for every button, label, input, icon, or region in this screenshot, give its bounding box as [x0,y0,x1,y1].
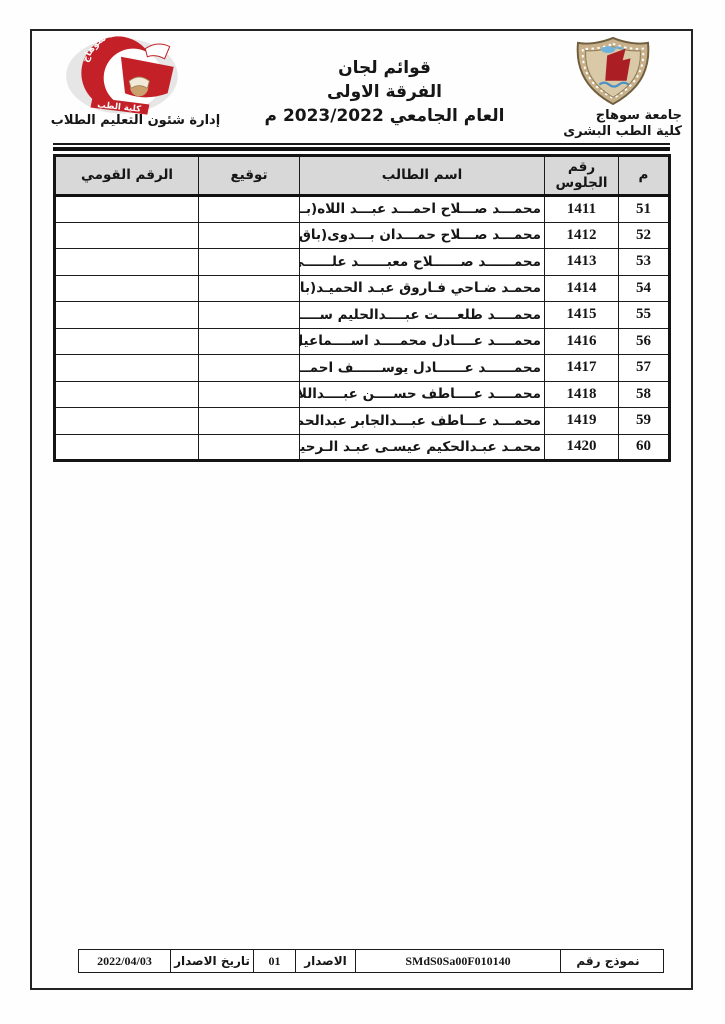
cell-index: 57 [618,354,670,382]
cell-seat-number: 1420 [544,433,619,461]
form-info-row: نموذج رقم SMdS0Sa00F010140 الاصدار 01 تا… [78,949,664,973]
cell-signature [198,407,300,435]
form-code: SMdS0Sa00F010140 [355,949,561,973]
cell-index: 54 [618,274,670,302]
cell-student-name: محمـــد صـــلاح احمـــد عبـــد اللاه(بــ… [299,195,545,223]
cell-signature [198,195,300,223]
title-first-year: الفرقة الاولى [326,82,442,102]
student-row: 59 1419 محمـــد عـــاطف عبـــدالجابر عبد… [54,407,670,435]
cell-seat-number: 1418 [544,380,619,408]
cell-index: 52 [618,221,670,249]
cell-index: 55 [618,301,670,329]
page-title-block: قوائم لجان الفرقة الاولى العام الجامعي 2… [262,56,507,128]
department-label: إدارة شئون التعليم الطلاب [50,113,221,128]
cell-seat-number: 1412 [544,221,619,249]
student-row: 51 1411 محمـــد صـــلاح احمـــد عبـــد ا… [54,195,670,223]
sohag-university-seal-icon [576,36,649,106]
column-header-national-id: الرقم القومي [54,155,199,197]
cell-index: 53 [618,248,670,276]
top-rule-thick [53,147,670,151]
cell-signature [198,354,300,382]
cell-national-id [54,327,199,355]
cell-index: 59 [618,407,670,435]
cell-student-name: محمـــد صـــلاح حمـــدان بـــدوى(باق) [299,221,545,249]
cell-seat-number: 1416 [544,327,619,355]
cell-student-name: محمــــــد صــــــلاح معبــــــد علـــــ… [299,248,545,276]
cell-signature [198,248,300,276]
cell-index: 60 [618,433,670,461]
cell-index: 51 [618,195,670,223]
cell-seat-number: 1417 [544,354,619,382]
cell-national-id [54,407,199,435]
cell-national-id [54,433,199,461]
faculty-red-crescent-icon: جامعة سوهاج كلية الطب [66,28,178,115]
title-academic-year: العام الجامعي 2023/2022 م [264,106,505,126]
students-table: م رقم الجلوس اسم الطالب توقيع الرقم القو… [53,154,671,462]
cell-seat-number: 1419 [544,407,619,435]
cell-signature [198,327,300,355]
issue-date-label: تاريخ الاصدار [170,949,254,973]
cell-index: 56 [618,327,670,355]
cell-signature [198,380,300,408]
cell-national-id [54,195,199,223]
cell-national-id [54,221,199,249]
cell-signature [198,221,300,249]
student-row: 60 1420 محمـد عبـدالحكيم عيسـى عبـد الـر… [54,433,670,461]
student-row: 56 1416 محمــــد عــــادل محمــــد اســـ… [54,327,670,355]
student-row: 54 1414 محمـد ضـاحي فـاروق عبـد الحميـد(… [54,274,670,302]
issue-label: الاصدار [295,949,356,973]
cell-seat-number: 1414 [544,274,619,302]
crescent-bottom-text: كلية الطب [97,100,142,115]
top-rule-thin [53,143,670,145]
cell-national-id [54,301,199,329]
column-header-seat-number: رقم الجلوس [544,155,619,197]
university-seal-block: جامعة سوهاج كلية الطب البشرى [535,36,690,140]
cell-student-name: محمـد ضـاحي فـاروق عبـد الحميـد(باق) [299,274,545,302]
cell-seat-number: 1413 [544,248,619,276]
issue-date: 2022/04/03 [78,949,171,973]
column-header-student-name: اسم الطالب [299,155,545,197]
student-row: 53 1413 محمــــــد صــــــلاح معبــــــد… [54,248,670,276]
crescent-logo-block: جامعة سوهاج كلية الطب [58,28,198,120]
student-row: 57 1417 محمــــــد عــــــادل يوســــــف… [54,354,670,382]
form-number-label: نموذج رقم [560,949,664,973]
cell-seat-number: 1411 [544,195,619,223]
cell-signature [198,301,300,329]
cell-student-name: محمــــد عــــادل محمــــد اســــماعيل [299,327,545,355]
cell-national-id [54,354,199,382]
table-header-row: م رقم الجلوس اسم الطالب توقيع الرقم القو… [54,155,670,197]
column-header-index: م [618,155,670,197]
cell-student-name: محمـــد عـــاطف عبـــدالجابر عبدالحميـــ… [299,407,545,435]
form-info-table: نموذج رقم SMdS0Sa00F010140 الاصدار 01 تا… [78,949,664,973]
issue-number: 01 [253,949,296,973]
cell-student-name: محمـد عبـدالحكيم عيسـى عبـد الـرحيم [299,433,545,461]
cell-signature [198,433,300,461]
cell-student-name: محمــــــد عــــــادل يوســــــف احمــــ… [299,354,545,382]
cell-national-id [54,380,199,408]
cell-national-id [54,274,199,302]
cell-signature [198,274,300,302]
student-row: 52 1412 محمـــد صـــلاح حمـــدان بـــدوى… [54,221,670,249]
cell-student-name: محمــــد طلعــــت عبــــدالحليم ســــليم… [299,301,545,329]
cell-seat-number: 1415 [544,301,619,329]
title-committee-lists: قوائم لجان [338,58,431,78]
page-border [30,29,693,990]
student-row: 55 1415 محمــــد طلعــــت عبــــدالحليم … [54,301,670,329]
faculty-name: كلية الطب البشرى [563,124,682,139]
cell-national-id [54,248,199,276]
column-header-signature: توقيع [198,155,300,197]
cell-index: 58 [618,380,670,408]
cell-student-name: محمــــد عــــاطف حســــن عبــــداللاه [299,380,545,408]
student-row: 58 1418 محمــــد عــــاطف حســــن عبــــ… [54,380,670,408]
university-name: جامعة سوهاج [595,108,682,123]
